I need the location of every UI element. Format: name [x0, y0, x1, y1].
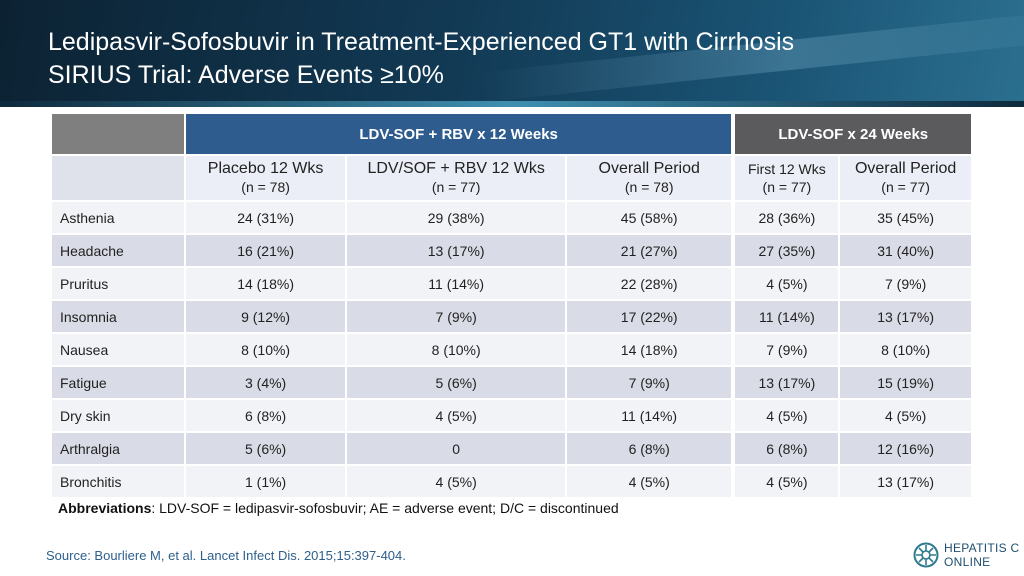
table-cell: 7 (9%)	[838, 266, 973, 301]
group-header-ldv-sof-24: LDV-SOF x 24 Weeks	[731, 112, 973, 156]
table-cell: 7 (9%)	[564, 365, 735, 400]
group-header-ldv-sof-rbv: LDV-SOF + RBV x 12 Weeks	[183, 112, 735, 156]
table-row: Nausea 8 (10%) 8 (10%) 14 (18%) 7 (9%) 8…	[50, 332, 973, 367]
table-cell: 4 (5%)	[345, 398, 567, 433]
table-cell: 16 (21%)	[183, 233, 348, 268]
table-cell: 3 (4%)	[183, 365, 348, 400]
abbreviations-label: Abbreviations	[58, 500, 152, 516]
table-cell: 0	[345, 431, 567, 466]
column-label: First 12 Wks	[747, 161, 826, 177]
group-header-row: LDV-SOF + RBV x 12 Weeks LDV-SOF x 24 We…	[50, 112, 973, 156]
table-cell: 7 (9%)	[345, 299, 567, 334]
table-cell: 4 (5%)	[564, 464, 735, 499]
logo-line-2: ONLINE	[944, 555, 991, 569]
table-cell: 21 (27%)	[564, 233, 735, 268]
row-label: Pruritus	[50, 266, 186, 301]
table-cell: 4 (5%)	[731, 464, 841, 499]
table-row: Asthenia 24 (31%) 29 (38%) 45 (58%) 28 (…	[50, 200, 973, 235]
table-row: Pruritus 14 (18%) 11 (14%) 22 (28%) 4 (5…	[50, 266, 973, 301]
table-cell: 35 (45%)	[838, 200, 973, 235]
table-row: Arthralgia 5 (6%) 0 6 (8%) 6 (8%) 12 (16…	[50, 431, 973, 466]
column-header-ldv-sof-rbv: LDV/SOF + RBV 12 Wks (n = 77)	[345, 154, 567, 202]
table-cell: 7 (9%)	[731, 332, 841, 367]
logo-text: HEPATITIS C ONLINE	[944, 541, 1020, 569]
table-cell: 29 (38%)	[345, 200, 567, 235]
table-cell: 6 (8%)	[564, 431, 735, 466]
table-cell: 27 (35%)	[731, 233, 841, 268]
table-cell: 1 (1%)	[183, 464, 348, 499]
column-label: LDV/SOF + RBV 12 Wks	[367, 160, 545, 177]
logo-icon	[913, 542, 939, 568]
table-cell: 8 (10%)	[838, 332, 973, 367]
header-bottom-band	[0, 101, 1024, 107]
table-cell: 13 (17%)	[731, 365, 841, 400]
source-citation: Source: Bourliere M, et al. Lancet Infec…	[46, 548, 406, 563]
row-label: Asthenia	[50, 200, 186, 235]
table-cell: 31 (40%)	[838, 233, 973, 268]
row-label: Dry skin	[50, 398, 186, 433]
slide-header: Ledipasvir-Sofosbuvir in Treatment-Exper…	[0, 0, 1024, 107]
table-cell: 4 (5%)	[731, 398, 841, 433]
column-header-row: Placebo 12 Wks (n = 78) LDV/SOF + RBV 12 …	[50, 154, 973, 202]
table-cell: 4 (5%)	[838, 398, 973, 433]
slide-title: Ledipasvir-Sofosbuvir in Treatment-Exper…	[48, 26, 794, 92]
table-row: Bronchitis 1 (1%) 4 (5%) 4 (5%) 4 (5%) 1…	[50, 464, 973, 499]
table-row: Dry skin 6 (8%) 4 (5%) 11 (14%) 4 (5%) 4…	[50, 398, 973, 433]
column-header-first-12: First 12 Wks (n = 77)	[731, 154, 841, 202]
title-line-1: Ledipasvir-Sofosbuvir in Treatment-Exper…	[48, 28, 795, 56]
column-label: Overall Period	[598, 160, 700, 177]
column-label: Overall Period	[854, 160, 957, 177]
column-n: (n = 78)	[241, 179, 290, 195]
column-label: Placebo 12 Wks	[207, 160, 324, 177]
table-cell: 17 (22%)	[564, 299, 735, 334]
table-cell: 14 (18%)	[183, 266, 348, 301]
column-n: (n = 78)	[624, 179, 674, 195]
table-cell: 14 (18%)	[564, 332, 735, 367]
row-label-header	[50, 154, 186, 202]
table-cell: 8 (10%)	[345, 332, 567, 367]
abbreviations-text: : LDV-SOF = ledipasvir-sofosbuvir; AE = …	[151, 500, 619, 516]
row-label: Nausea	[50, 332, 186, 367]
table-cell: 15 (19%)	[838, 365, 973, 400]
table-cell: 13 (17%)	[345, 233, 567, 268]
logo-line-1: HEPATITIS C	[944, 541, 1020, 555]
row-label: Insomnia	[50, 299, 186, 334]
table-cell: 6 (8%)	[731, 431, 841, 466]
table-row: Insomnia 9 (12%) 7 (9%) 17 (22%) 11 (14%…	[50, 299, 973, 334]
column-header-overall-24: Overall Period (n = 77)	[838, 154, 973, 202]
table-cell: 4 (5%)	[345, 464, 567, 499]
row-label: Bronchitis	[50, 464, 186, 499]
table-cell: 4 (5%)	[731, 266, 841, 301]
abbreviations-note: Abbreviations: LDV-SOF = ledipasvir-sofo…	[58, 500, 619, 516]
table-cell: 5 (6%)	[345, 365, 567, 400]
column-n: (n = 77)	[431, 179, 481, 195]
table-cell: 22 (28%)	[564, 266, 735, 301]
title-line-2: SIRIUS Trial: Adverse Events ≥10%	[48, 61, 444, 89]
hepatitis-c-online-logo: HEPATITIS C ONLINE	[913, 540, 1019, 572]
adverse-events-table: LDV-SOF + RBV x 12 Weeks LDV-SOF x 24 We…	[50, 112, 973, 499]
table-cell: 6 (8%)	[183, 398, 348, 433]
table-cell: 11 (14%)	[731, 299, 841, 334]
table-cell: 12 (16%)	[838, 431, 973, 466]
table-corner-cell	[50, 112, 186, 156]
table-cell: 13 (17%)	[838, 299, 973, 334]
row-label: Arthralgia	[50, 431, 186, 466]
table-cell: 13 (17%)	[838, 464, 973, 499]
column-n: (n = 77)	[881, 179, 930, 195]
table-cell: 5 (6%)	[183, 431, 348, 466]
row-label: Headache	[50, 233, 186, 268]
table-cell: 9 (12%)	[183, 299, 348, 334]
table-cell: 11 (14%)	[345, 266, 567, 301]
column-n: (n = 77)	[762, 179, 812, 195]
table-row: Fatigue 3 (4%) 5 (6%) 7 (9%) 13 (17%) 15…	[50, 365, 973, 400]
table-cell: 24 (31%)	[183, 200, 348, 235]
column-header-placebo: Placebo 12 Wks (n = 78)	[183, 154, 348, 202]
table-cell: 11 (14%)	[564, 398, 735, 433]
table-cell: 8 (10%)	[183, 332, 348, 367]
table-row: Headache 16 (21%) 13 (17%) 21 (27%) 27 (…	[50, 233, 973, 268]
table-cell: 45 (58%)	[564, 200, 735, 235]
table-cell: 28 (36%)	[731, 200, 841, 235]
column-header-overall-rbv: Overall Period (n = 78)	[564, 154, 735, 202]
row-label: Fatigue	[50, 365, 186, 400]
